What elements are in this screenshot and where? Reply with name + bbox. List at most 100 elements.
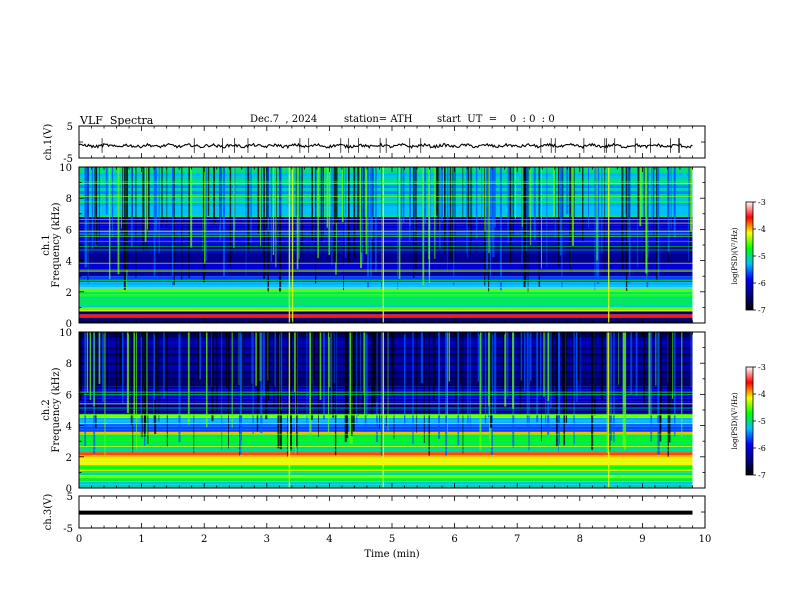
ch2-spec-sferic [277,332,280,449]
ch2-spec-ytick-label: 0 [66,484,72,495]
ch1-spec-sferic [651,167,653,220]
ch2-spec-sferic [432,332,435,402]
colorbar-ch2-tick-label: -5 [758,417,766,426]
ch1-spec-band-row [79,231,693,235]
ch1-spec-sferic [428,167,430,260]
ch1-spec-band-row [79,302,693,306]
ch1-spec-sferic [507,167,509,243]
ch1-spec-sferic [162,167,163,223]
ch2-spec-line [79,413,693,415]
x-tick-label: 2 [201,534,207,545]
ch2-spec-sferic [606,332,609,453]
ch1-spec-sferic [622,167,624,271]
ch1-spec-band-row [79,299,693,303]
ch1-spec-sferic [525,167,527,282]
ch1-spec-sferic [673,167,676,236]
ch1-spec-sferic [437,167,439,232]
ch3-wave-ylabel: ch.3(V) [43,494,54,531]
ch2-spec-band-row [79,431,693,435]
ch1-spec-sferic [637,167,640,221]
ch2-spec-sferic [146,332,148,436]
ch1-spectrogram-panel [79,167,705,323]
ch2-spec-sferic [89,332,92,401]
ch1-spec-band-row [79,203,693,206]
ch1-spec-band-row [79,291,693,295]
ch2-spec-sferic [371,332,374,415]
ch1-spec-sferic [270,167,272,262]
ch2-spec-sferic [557,332,561,431]
ch1-spec-band-row [79,307,693,311]
ch1-spec-line [79,262,693,264]
ch2-spec-band-row [79,368,693,371]
ch2-spec-interference-lines [79,391,693,479]
ch2-spec-sferic [329,332,331,388]
ch2-spec-sferic [563,332,565,413]
ch2-spec-band-row [79,440,693,444]
ch1-spec-band-row [79,197,693,200]
ch2-spec-band-row [79,434,693,438]
ch1-spec-sferic [553,167,555,218]
ch2-spec-sferic [352,332,355,432]
ch2-spec-sferic [163,332,165,399]
ch2-spec-band-row [79,356,693,359]
ch2-spec-band-row [79,362,693,365]
ch2-spec-sferic [319,332,322,400]
ch1-spec-sferic [213,167,216,225]
ch1-spec-sferic [397,167,399,290]
ch1-spec-sferic [484,167,486,246]
ch2-spec-sferic [420,332,423,384]
ch2-spec-sferic [265,332,268,420]
ch1-spec-line [79,241,693,243]
ch2-spec-sferic [484,332,487,425]
ch2-spec-band-row [79,449,693,453]
ch1-spec-sferic [594,167,596,291]
ch2-spec-sferic [216,332,218,411]
colorbar-ch1-tick-label: -7 [758,306,766,315]
ch1-spec-ylabel: Frequency (kHz) [51,202,62,287]
ch1-spec-sferic [572,167,574,247]
ch2-spec-sferic [551,332,554,392]
ch1-spec-sferic [625,167,627,214]
ch2-spec-sferic [126,332,129,413]
ch1-spec-sferic [233,167,235,249]
ch1-spec-sferic [87,167,89,284]
ch1-spec-band-row [79,276,693,280]
ch2-spec-sferic [622,332,625,447]
ch1-spec-sferic [558,167,560,267]
ch2-spec-event-1 [382,332,385,488]
ch1-spec-sferic [514,167,517,219]
ch1-spec-band-row [79,194,693,197]
ch2-spec-line [79,433,693,435]
ch2-spec-sferic [375,332,376,380]
ch1-spec-sferic [158,167,160,254]
ch1-spec-sferic [166,167,168,228]
ch1-spec-sferic [190,167,193,248]
ch1-spec-line [79,195,693,197]
ch1-spec-sferic [657,167,660,281]
ch1-spec-sferic [84,167,87,268]
ch2-spec-sferic [373,332,376,406]
x-tick-label: 10 [699,534,712,545]
ch2-spec-sferic [158,332,160,422]
ch1-spec-sferic [645,167,648,274]
ch1-spec-band-row [79,314,693,318]
ch2-spec-sferic [79,332,82,401]
ch1-spec-band-row [79,257,693,260]
ch1-spec-sferic [120,167,122,229]
ch2-spec-sferic [506,332,509,398]
ch2-spec-sferic [520,332,523,381]
ch1-spec-sferic [345,167,347,258]
ch2-spec-band-0 [79,481,693,488]
ch2-spec-sferic [536,332,539,423]
ch1-spec-sferic [380,167,382,289]
ch2-spec-band-row [79,377,693,380]
x-tick-label: 4 [326,534,332,545]
ch2-spec-band-row [79,466,693,470]
ch1-spec-sferic [153,167,156,283]
colorbar-ch1-tick-label: -3 [758,198,766,207]
ch1-spec-sferic [323,167,325,219]
ch2-spec-sferic [545,332,547,431]
ch2-spec-sferic [356,332,358,431]
ch2-spec-band-8 [79,386,693,415]
x-tick-label: 5 [389,534,395,545]
